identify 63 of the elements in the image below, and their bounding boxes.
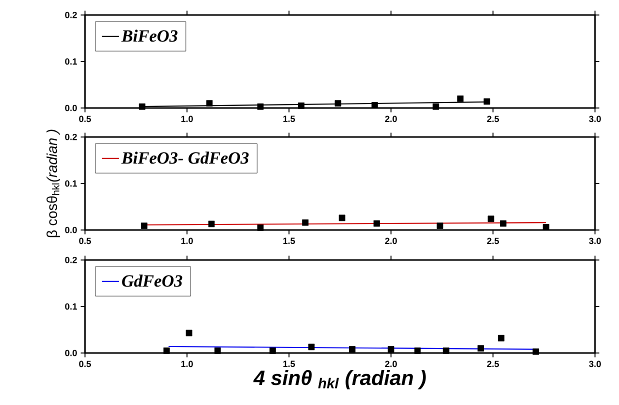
point <box>208 220 215 228</box>
y-tick-label: 0.0 <box>65 104 77 112</box>
point <box>542 224 550 230</box>
legend-label: BiFeO3- GdFeO3 <box>121 152 249 164</box>
x-tick-label: 1.5 <box>283 116 295 122</box>
point <box>436 222 444 229</box>
y-tick-label: 0.2 <box>65 12 77 18</box>
point <box>308 344 315 350</box>
x-tick-label: 2.5 <box>487 116 499 122</box>
point <box>371 102 378 108</box>
point <box>374 220 380 227</box>
legend-label: GdFeO3 <box>122 274 182 287</box>
x-tick-label: 3.0 <box>588 238 601 244</box>
point <box>163 347 170 354</box>
y-tick-label: 0.2 <box>65 256 77 264</box>
x-tick-label: 0.5 <box>79 360 91 368</box>
y-tick-label: 0.1 <box>65 58 77 65</box>
point <box>269 347 276 354</box>
legend-label: BiFeO3 <box>121 30 178 42</box>
x-tick-label: 1.0 <box>181 116 193 122</box>
x-tick-label: 2.0 <box>385 116 397 122</box>
y-axis-title: β cosθ$_{hkl}$(radian ) <box>46 130 60 238</box>
point <box>432 103 440 110</box>
x-tick-label: 1.5 <box>283 238 295 244</box>
point <box>532 348 540 355</box>
point <box>334 100 342 107</box>
point <box>388 346 394 352</box>
x-tick-label: 1.0 <box>181 238 193 244</box>
point <box>500 220 506 227</box>
point <box>478 345 484 352</box>
point <box>214 347 221 354</box>
x-tick-label: 2.0 <box>385 360 397 368</box>
x-tick-label: 3.0 <box>588 360 601 368</box>
y-tick-label: 0.0 <box>65 226 77 234</box>
point <box>338 214 346 222</box>
point <box>138 103 146 110</box>
point <box>484 98 490 105</box>
point <box>140 222 148 229</box>
x-tick-label: 2.0 <box>385 238 397 244</box>
y-tick-label: 0.0 <box>65 350 77 356</box>
y-tick-label: 0.2 <box>65 134 77 140</box>
point <box>457 96 464 102</box>
point <box>257 224 264 231</box>
point <box>186 330 192 336</box>
point <box>302 219 309 226</box>
point <box>498 334 504 342</box>
y-tick-label: 0.1 <box>65 303 77 310</box>
point <box>488 216 494 222</box>
x-tick-label: 1.5 <box>283 360 295 368</box>
point <box>298 102 304 109</box>
point <box>257 103 264 110</box>
point <box>349 346 356 352</box>
x-tick-label: 2.5 <box>487 360 499 368</box>
point <box>414 347 421 354</box>
point <box>206 100 213 107</box>
y-tick-label: 0.1 <box>65 180 77 187</box>
x-tick-label: 3.0 <box>588 116 601 122</box>
x-tick-label: 2.5 <box>487 238 499 244</box>
x-tick-label: 1.0 <box>181 360 193 368</box>
x-axis-title: 4 sinθ $_{hkl}$ (radian ) <box>253 370 426 390</box>
x-tick-label: 0.5 <box>79 238 91 244</box>
x-tick-label: 0.5 <box>79 116 91 122</box>
point <box>442 347 450 354</box>
